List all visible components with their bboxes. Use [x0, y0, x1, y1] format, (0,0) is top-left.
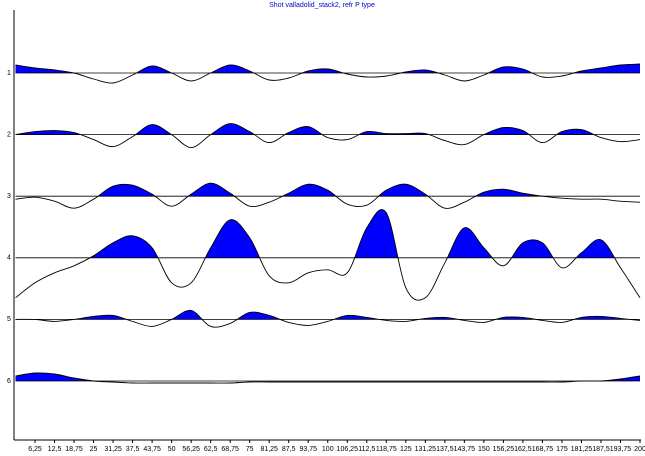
x-tick-label: 56,25 [182, 446, 200, 453]
positive-fill [15, 310, 631, 320]
trace-label: 5 [7, 316, 11, 323]
x-tick-label: 131,25 [415, 446, 437, 453]
trace-line [15, 209, 641, 301]
x-tick-label: 181,25 [571, 446, 593, 453]
x-tick-label: 68,75 [221, 446, 239, 453]
positive-fill [15, 123, 594, 135]
x-tick-label: 87,5 [282, 446, 296, 453]
trace-line [15, 372, 641, 384]
trace-label: 3 [7, 193, 11, 200]
x-tick-label: 175 [556, 446, 568, 453]
chart-title: Shot valladolid_stack2, refr P type [269, 2, 375, 9]
x-tick-label: 168,75 [532, 446, 554, 453]
x-tick-label: 62,5 [204, 446, 218, 453]
x-tick-label: 162,5 [514, 446, 532, 453]
x-tick-label: 125 [400, 446, 412, 453]
x-tick-label: 25 [90, 446, 98, 453]
positive-fill [15, 64, 640, 73]
x-tick-label: 81,25 [260, 446, 278, 453]
trace-label: 4 [7, 255, 11, 262]
x-tick-label: 6,25 [28, 446, 42, 453]
x-tick-label: 37,5 [126, 446, 140, 453]
x-tick-label: 100 [322, 446, 334, 453]
x-tick-label: 112,5 [358, 446, 375, 453]
x-tick-label: 18,75 [65, 446, 83, 453]
x-tick-label: 150 [478, 446, 490, 453]
x-tick-label: 31,25 [104, 446, 122, 453]
x-tick-label: 143,75 [454, 446, 476, 453]
x-tick-label: 118,75 [376, 446, 397, 453]
trace-label: 1 [7, 70, 11, 77]
trace-line [15, 182, 641, 209]
x-tick-label: 106,25 [337, 446, 359, 453]
x-tick-label: 93,75 [299, 446, 317, 453]
x-tick-label: 193,75 [610, 446, 632, 453]
positive-fill [15, 372, 640, 381]
trace-line [15, 123, 641, 149]
x-tick-label: 187,5 [592, 446, 610, 453]
x-tick-label: 75 [246, 446, 254, 453]
positive-fill [15, 209, 640, 258]
x-tick-label: 200 [634, 446, 645, 453]
x-tick-label: 12,5 [48, 446, 62, 453]
positive-fill [98, 183, 543, 197]
x-tick-label: 156,25 [493, 446, 515, 453]
x-tick-label: 50 [168, 446, 176, 453]
trace-label: 6 [7, 378, 11, 385]
trace-label: 2 [7, 131, 11, 138]
x-tick-label: 43,75 [143, 446, 161, 453]
x-tick-label: 137,5 [436, 446, 454, 453]
trace-line [15, 309, 641, 328]
trace-line [15, 63, 641, 84]
